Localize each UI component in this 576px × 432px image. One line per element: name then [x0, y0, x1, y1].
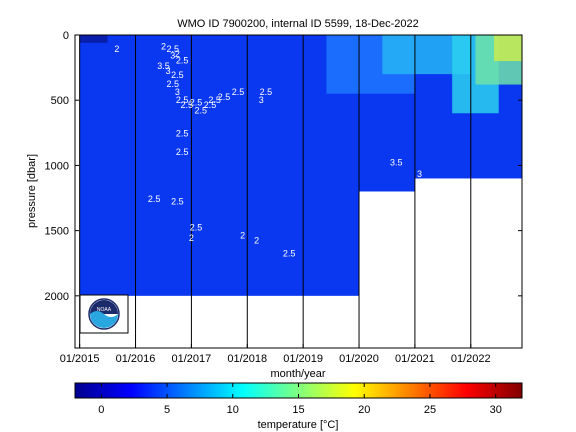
x-tick-label: 01/2019 [283, 353, 323, 365]
contour-label: 2.5 [218, 92, 231, 102]
colorbar-tick-label: 0 [98, 404, 104, 416]
contour-label: 2.5 [204, 100, 217, 110]
contour-label: 3.5 [390, 157, 403, 167]
y-tick-label: 500 [51, 95, 69, 107]
contour-label: 2.5 [176, 95, 189, 105]
contour-label: 3.5 [157, 61, 170, 71]
contour-label: 2 [240, 230, 245, 240]
colorbar-ticks: 0 5 10 15 20 25 30 [98, 383, 502, 416]
contour-label: 3 [170, 50, 175, 60]
y-tick-label: 1500 [45, 226, 69, 238]
contour-label: 2.5 [180, 100, 193, 110]
x-tick-label: 01/2015 [60, 353, 100, 365]
y-axis-label: pressure [dbar] [26, 154, 38, 228]
y-tick-label: 2000 [45, 291, 69, 303]
colorbar-tick-label: 30 [490, 404, 502, 416]
chart-title: WMO ID 7900200, internal ID 5599, 18-Dec… [177, 18, 419, 30]
x-axis: 01/2015 01/2016 01/2017 01/2018 01/2019 01/20… [60, 344, 491, 365]
contour-label: 2.5 [260, 87, 273, 97]
y-tick-label: 0 [63, 30, 69, 42]
contour-label: 2.5 [176, 147, 189, 157]
plot-area: 2 2 2.53 22.53.53 2.52.532.52.52.52.52.52.52… [79, 35, 522, 348]
contour-label: 3 [175, 87, 180, 97]
contour-label: 3 [417, 169, 422, 179]
contour-label: 2.5 [208, 95, 221, 105]
y-tick-label: 1000 [45, 160, 69, 172]
x-tick-label: 01/2018 [227, 353, 267, 365]
contour-label: 2.5 [171, 197, 184, 207]
data-extent-0 [79, 35, 360, 296]
contour-label: 2.5 [167, 79, 180, 89]
contour-label: 2 [175, 49, 180, 59]
x-tick-label: 01/2021 [395, 353, 435, 365]
contour-label: 2.5 [190, 223, 203, 233]
contour-label: 3 [166, 66, 171, 76]
contour-label: 2.5 [194, 105, 207, 115]
x-tick-label: 01/2022 [451, 353, 491, 365]
x-tick-label: 01/2017 [172, 353, 212, 365]
contour-label: 2.5 [283, 249, 296, 259]
contour-label: 2 [114, 44, 119, 54]
surface-tint-4 [494, 35, 522, 62]
contour-label: 3 [259, 95, 264, 105]
surface-tint-5 [79, 35, 108, 43]
colorbar-tick-label: 5 [164, 404, 170, 416]
contour-label: 2.5 [167, 44, 180, 54]
logo-text: NOAA [97, 307, 112, 313]
contour-label: 2.5 [176, 56, 189, 66]
contour-label: 2 [254, 236, 259, 246]
contour-label: 2 [189, 233, 194, 243]
noaa-logo: NOAA [79, 294, 129, 334]
contour-label: 2.5 [190, 97, 203, 107]
contour-label: 2.5 [232, 87, 245, 97]
colorbar-tick-label: 15 [292, 404, 304, 416]
plot-frame [74, 34, 523, 349]
y-axis: 0 500 1000 1500 2000 [45, 30, 522, 303]
colorbar-tick-label: 10 [227, 404, 239, 416]
colorbar-tick-label: 25 [424, 404, 436, 416]
x-tick-label: 01/2020 [339, 353, 379, 365]
x-tick-label: 01/2016 [116, 353, 156, 365]
contour-label: 2.5 [148, 194, 161, 204]
x-axis-label: month/year [270, 368, 325, 380]
contour-label: 3 [319, 318, 324, 328]
contour-label: 2.5 [176, 129, 189, 139]
colorbar-label: temperature [°C] [258, 419, 339, 431]
contour-label: 2 [161, 41, 166, 51]
contour-label: 2.5 [171, 70, 184, 80]
colorbar-tick-label: 20 [358, 404, 370, 416]
